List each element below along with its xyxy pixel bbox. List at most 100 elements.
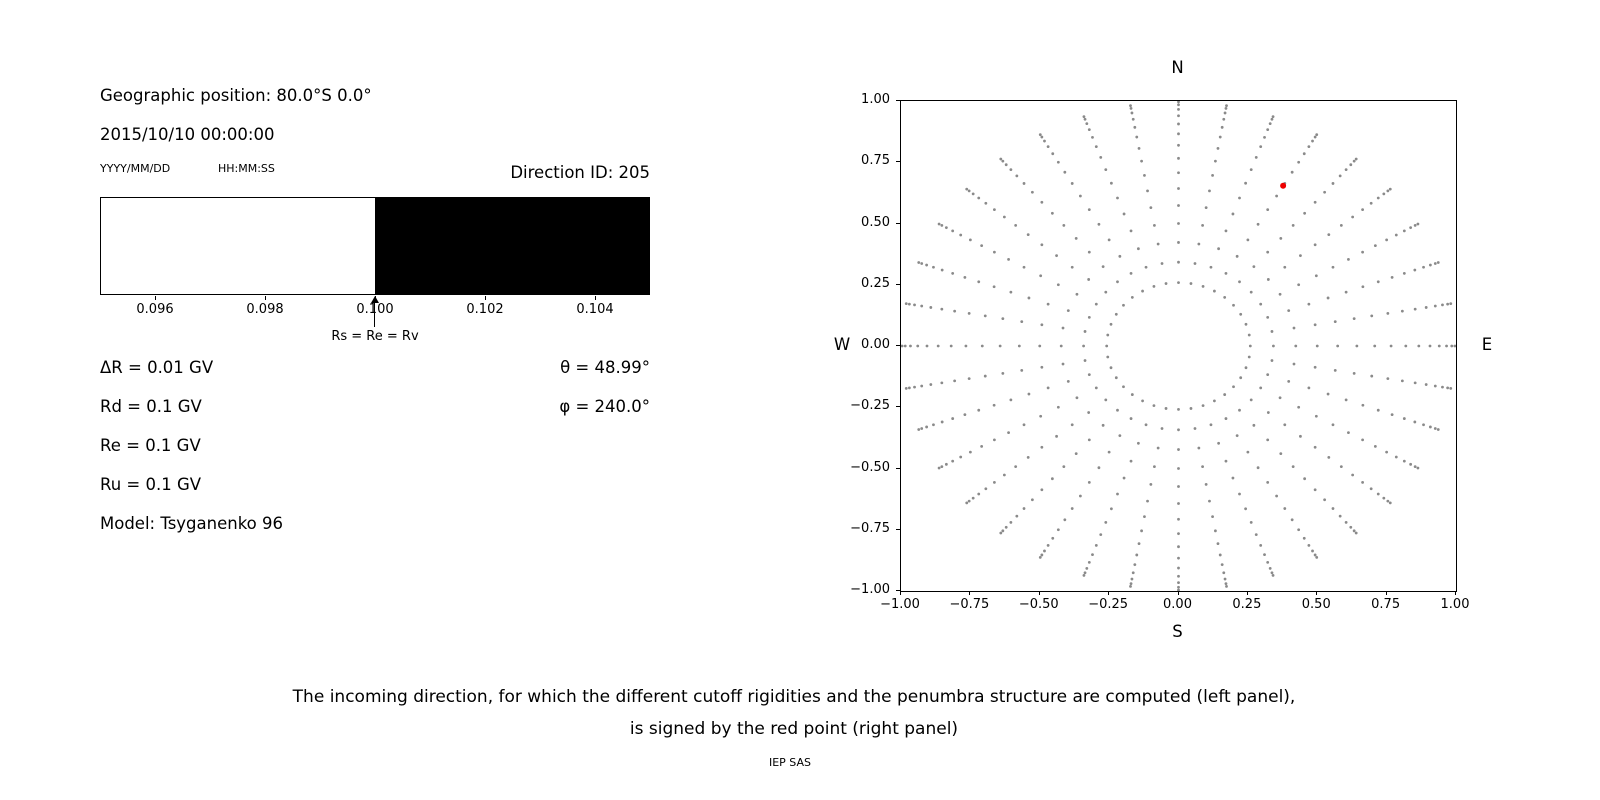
direction-point [1313,323,1317,327]
direction-point [1109,322,1113,326]
direction-point [1177,114,1180,118]
direction-point [1078,494,1082,498]
direction-point [1225,584,1228,588]
direction-point [1130,296,1134,299]
direction-point [1106,333,1110,337]
x-tick-mark [1246,591,1248,595]
direction-point [936,344,940,348]
direction-point [1279,452,1283,456]
direction-point [967,312,971,315]
up-arrow-icon [371,296,379,303]
direction-point [1235,254,1239,258]
direction-point [1116,196,1119,200]
direction-point [1297,405,1301,409]
direction-point [1326,392,1330,396]
direction-point [1313,365,1317,369]
direction-point [1402,459,1406,463]
direction-point [1001,371,1005,375]
direction-point [1129,584,1132,588]
direction-point [1177,588,1180,591]
direction-point [1039,414,1043,418]
direction-point [920,262,924,265]
direction-point [1214,529,1217,533]
x-tick-mark [900,591,901,595]
direction-point [1130,111,1134,115]
direction-point [1211,515,1214,519]
direction-point [1177,122,1180,126]
y-tick-label: −0.75 [850,520,890,536]
direction-point [1244,322,1248,326]
direction-point [1063,518,1067,522]
direction-point [992,403,996,407]
direction-point [1268,122,1272,126]
direction-point [1235,434,1239,438]
direction-point [1307,145,1311,149]
direction-point [1177,260,1180,264]
direction-point [1038,555,1042,559]
direction-point [1416,222,1420,226]
direction-point [1146,189,1149,193]
direction-point [1244,181,1248,185]
param-rd: Rd = 0.1 GV [100,397,202,416]
theta-text: θ = 48.99° [560,358,650,377]
direction-point [1249,290,1253,294]
direction-point [1314,274,1318,278]
direction-point [1347,257,1350,261]
compass-label-n: N [1171,58,1184,77]
direction-point [1433,262,1437,265]
band-tick-mark [595,296,596,300]
direction-point [1083,571,1087,575]
direction-point [1331,423,1335,427]
direction-point [1062,465,1066,469]
direction-point [1106,355,1110,359]
direction-point [1224,106,1228,110]
direction-point [1216,146,1220,150]
direction-point [1094,302,1098,306]
direction-point [953,309,957,313]
direction-point [1436,261,1440,264]
direction-point [1222,117,1226,121]
y-tick-mark [896,528,900,530]
y-tick-mark [896,283,900,285]
direction-point [1063,170,1067,174]
direction-point [1339,223,1343,227]
direction-point [1118,254,1122,258]
direction-point [1001,159,1005,163]
x-tick-mark [1108,591,1110,595]
direction-point [999,531,1003,535]
direction-point [1239,312,1243,316]
direction-point [1177,532,1180,536]
direction-point [1370,314,1374,318]
direction-point [940,223,944,227]
direction-point [1416,466,1420,470]
direction-point [1118,434,1122,438]
direction-point [1101,265,1105,269]
direction-point [951,459,955,463]
direction-point [980,244,984,248]
direction-point [1002,473,1006,477]
param-ru: Ru = 0.1 GV [100,475,202,494]
direction-point [1382,192,1386,196]
direction-point [1004,525,1008,529]
direction-point [1141,289,1144,293]
direction-point [1287,309,1291,312]
direction-point [1349,525,1353,529]
direction-point [1453,344,1456,348]
x-tick-mark [1177,591,1179,595]
direction-point [1361,438,1364,442]
direction-point [937,466,941,470]
direction-point [1152,285,1156,288]
direction-point [1220,125,1224,129]
direction-point [1218,553,1222,557]
direction-point [1209,423,1213,427]
direction-point [1266,208,1270,212]
selected-direction-point [1280,182,1287,189]
direction-point [1446,302,1450,306]
direction-point [1061,326,1065,330]
direction-point [1177,222,1180,225]
direction-point [1433,427,1437,430]
direction-point [1208,499,1211,503]
direction-point [1177,103,1180,107]
direction-point [964,344,968,348]
direction-point [1177,204,1180,207]
